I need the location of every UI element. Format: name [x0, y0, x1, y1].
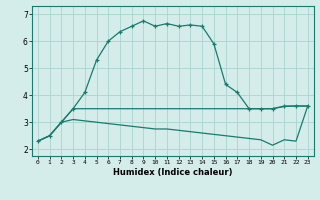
X-axis label: Humidex (Indice chaleur): Humidex (Indice chaleur): [113, 168, 233, 177]
